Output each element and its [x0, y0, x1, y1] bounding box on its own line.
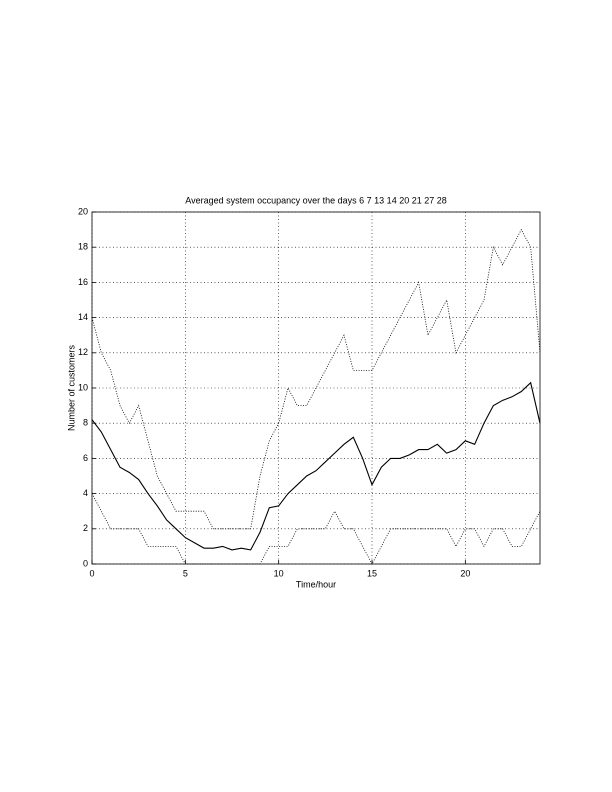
- x-tick-label: 0: [89, 568, 94, 578]
- x-tick-label: 15: [367, 568, 377, 578]
- x-axis-label: Time/hour: [296, 579, 336, 589]
- data-line: [91, 228, 541, 530]
- x-tick-label: 20: [460, 568, 470, 578]
- y-axis-label: Number of customers: [66, 344, 76, 431]
- x-tick-label: 10: [274, 568, 284, 578]
- y-tick-label: 12: [78, 347, 88, 357]
- y-tick-label: 18: [78, 242, 88, 252]
- y-tick-label: 4: [83, 488, 88, 498]
- y-tick-label: 8: [83, 418, 88, 428]
- chart-title: Averaged system occupancy over the days …: [185, 195, 447, 205]
- data-line: [91, 493, 541, 565]
- y-tick-label: 20: [78, 206, 88, 216]
- y-tick-label: 16: [78, 277, 88, 287]
- y-tick-label: 0: [83, 558, 88, 568]
- x-tick-label: 5: [183, 568, 188, 578]
- y-tick-label: 2: [83, 523, 88, 533]
- y-tick-label: 6: [83, 453, 88, 463]
- data-line: [91, 381, 541, 551]
- y-tick-label: 14: [78, 312, 88, 322]
- y-tick-label: 10: [78, 382, 88, 392]
